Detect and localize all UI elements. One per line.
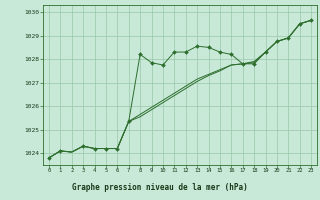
Text: Graphe pression niveau de la mer (hPa): Graphe pression niveau de la mer (hPa) xyxy=(72,183,248,192)
